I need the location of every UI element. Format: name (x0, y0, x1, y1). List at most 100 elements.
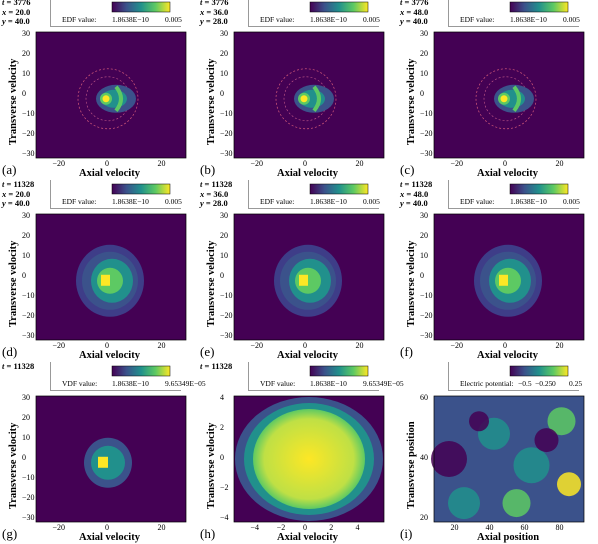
x-tick-label: −20 (450, 159, 464, 168)
colorbar-title: EDF value: (62, 197, 97, 206)
y-tick: 0 (22, 89, 26, 98)
x-axis-label: Axial velocity (477, 350, 538, 361)
y-tick: 10 (22, 433, 30, 442)
colorbar-box (448, 180, 579, 209)
x-tick: 0 (503, 341, 507, 350)
x-tick: −2 (277, 523, 286, 532)
panel-parameters: t = 11328 x = 36.0 y = 28.0 (200, 179, 233, 209)
x-tick: 0 (303, 523, 307, 532)
plot-canvas (433, 1, 585, 159)
panel-label: (c) (400, 162, 414, 178)
y-tick-label: −10 (220, 290, 233, 300)
x-axis-label-text: Axial velocity (477, 168, 538, 179)
y-value: 28.0 (212, 16, 228, 27)
y-tick-label: 60 (420, 393, 428, 402)
y-tick-label: 20 (22, 412, 30, 422)
panel-parameters: t = 11328 x = 48.0 y = 40.0 (400, 179, 433, 209)
plot-frame (35, 395, 187, 523)
x-axis-label: Axial position (477, 532, 539, 543)
y-tick: −30 (220, 149, 233, 158)
colorbar-name: EDF value: (260, 15, 294, 24)
y-tick: 30 (22, 393, 30, 402)
x-tick-label: 4 (355, 523, 360, 532)
y-tick-label: 0 (220, 88, 224, 98)
y-axis-label-text: Transverse velocity (406, 58, 417, 145)
distribution-core (102, 95, 110, 103)
colorbar-min: 1.8638E−10 (510, 15, 547, 24)
y-tick-label: 10 (220, 68, 228, 78)
y-tick: 40 (420, 453, 428, 462)
x-tick-label: −20 (250, 159, 264, 168)
x-tick-label: 0 (503, 341, 507, 350)
colorbar-max: 9.65349E−05 (165, 379, 206, 388)
y-tick: 10 (420, 69, 428, 78)
x-tick-label: 20 (157, 523, 166, 532)
colorbar-min: 1.8638E−10 (112, 15, 149, 24)
y-tick: −20 (22, 493, 35, 502)
colorbar-name: EDF value: (62, 15, 96, 24)
plot-frame (35, 31, 187, 159)
plot-frame (433, 31, 585, 159)
plot-frame (233, 213, 385, 341)
x-tick: 20 (158, 341, 166, 350)
y-tick: 30 (220, 29, 228, 38)
x-axis-label-text: Axial velocity (79, 350, 140, 361)
y-tick-label: 20 (220, 230, 228, 240)
x-tick: 20 (158, 159, 166, 168)
colorbar-box (248, 362, 379, 391)
y-tick-label: 30 (22, 29, 30, 38)
colorbar-min-label: 1.8638E−10 (510, 197, 547, 206)
y-tick: −10 (22, 473, 35, 482)
y-tick: −20 (420, 129, 433, 138)
y-tick: 30 (420, 211, 428, 220)
x-tick: −20 (251, 159, 264, 168)
colorbar-min-label: 1.8638E−10 (310, 197, 347, 206)
y-tick: 0 (420, 271, 424, 280)
plot-canvas (233, 183, 385, 341)
x-axis-label-text: Axial velocity (477, 350, 538, 361)
x-tick: −20 (451, 341, 464, 350)
colorbar-max: 0.005 (563, 15, 580, 24)
panel-label: (e) (200, 344, 214, 360)
time-value: 11328 (211, 361, 233, 371)
colorbar-name: EDF value: (460, 197, 494, 206)
x-tick: 20 (556, 341, 564, 350)
x-tick-label: 0 (105, 341, 109, 350)
colorbar-title: EDF value: (62, 15, 97, 24)
distribution-arc (312, 85, 321, 113)
colorbar-title: VDF value: (260, 379, 296, 388)
panel-parameters: t = 11328 (200, 361, 233, 371)
colorbar-tick-label: −0.5 (518, 379, 532, 388)
y-tick-label: −10 (22, 290, 35, 300)
figure-panel: EDF value: 1.8638E−10 0.005 t = 11328 x = 20… (0, 179, 196, 362)
colorbar-title: EDF value: (260, 197, 295, 206)
x-tick: 20 (451, 523, 459, 532)
x-tick: 0 (303, 341, 307, 350)
panel-label: (b) (200, 162, 215, 178)
figure-panel: VDF value: 1.8638E−10 9.65349E−05 t = 11328… (198, 361, 404, 544)
colorbar-max: 0.005 (363, 15, 380, 24)
x-tick: −4 (251, 523, 260, 532)
colorbar (309, 1, 369, 13)
y-tick-label: 0 (420, 88, 424, 98)
distribution-arc (512, 85, 521, 113)
y-tick: 10 (22, 69, 30, 78)
y-axis-label-text: Transverse velocity (8, 422, 19, 509)
y-tick-label: −30 (22, 148, 35, 158)
panel-label: (f) (400, 344, 413, 360)
colorbar-tick-label: 0 (552, 379, 556, 388)
y-axis-label: Transverse velocity (206, 59, 217, 145)
distribution-core (98, 456, 108, 468)
y-axis-label-text: Transverse velocity (406, 240, 417, 327)
y-tick: 0 (220, 271, 224, 280)
time-value: 11328 (13, 179, 35, 189)
y-tick: −30 (22, 331, 35, 340)
time-value: 3776 (211, 0, 229, 7)
y-tick: −4 (220, 513, 229, 522)
colorbar-title: Electric potential: (460, 379, 514, 388)
y-tick-label: −10 (22, 108, 35, 118)
y-tick-label: 30 (22, 393, 30, 402)
y-tick-label: −10 (220, 108, 233, 118)
y-tick-label: −20 (22, 492, 35, 502)
